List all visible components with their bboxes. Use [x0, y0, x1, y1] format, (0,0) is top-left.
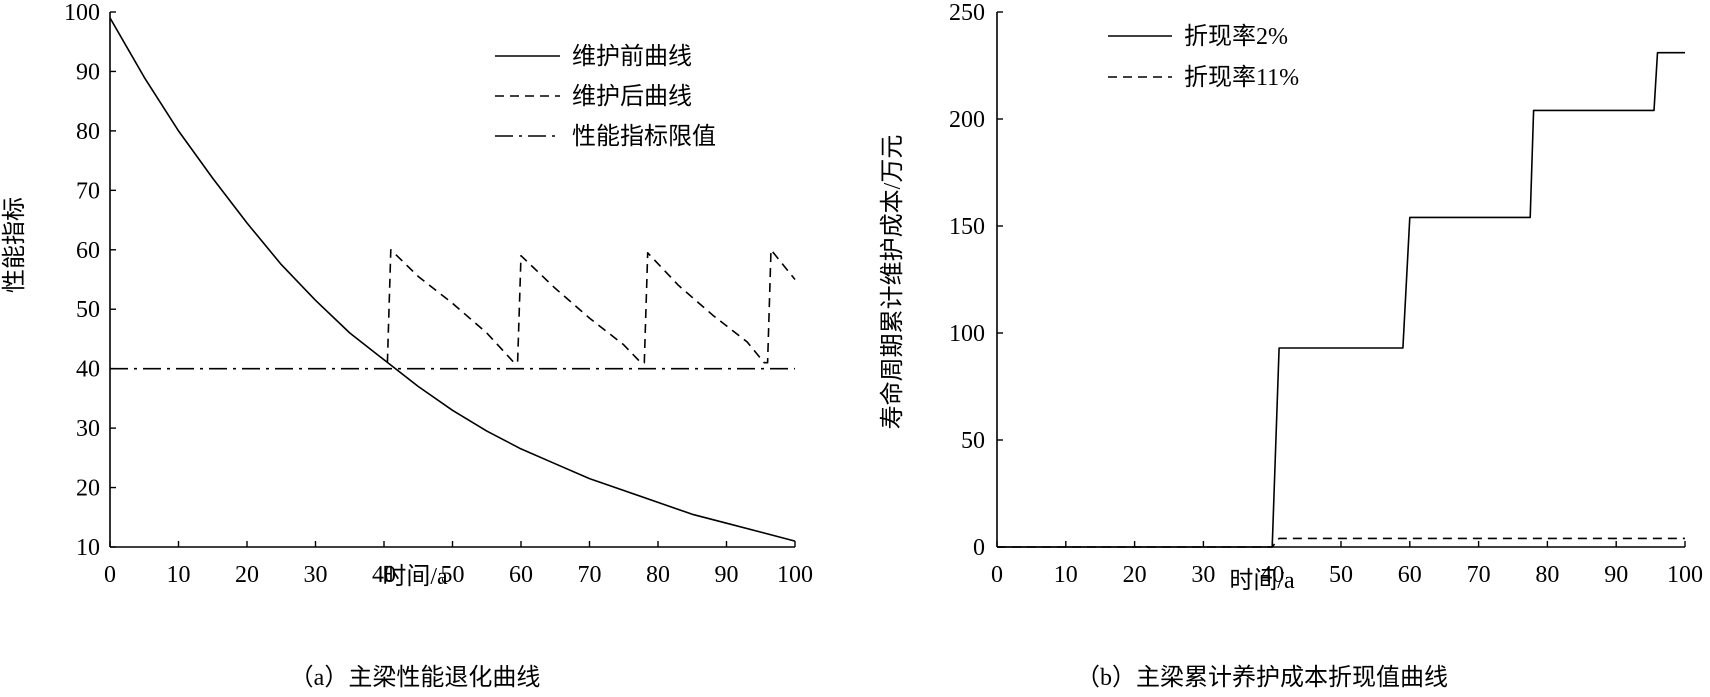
- performance-x-tick-label: 50: [441, 562, 465, 588]
- performance-x-tick-label: 20: [235, 562, 259, 588]
- cost-legend-label: 折现率2%: [1184, 23, 1288, 50]
- cost-x-tick-label: 70: [1467, 562, 1491, 588]
- cost-x-tick-label: 10: [1054, 562, 1078, 588]
- performance-y-tick-label: 100: [64, 0, 100, 26]
- performance-x-tick-label: 100: [777, 562, 813, 588]
- cost-y-tick-label: 150: [949, 214, 985, 240]
- performance-x-tick-label: 40: [372, 562, 396, 588]
- performance-x-tick-label: 80: [646, 562, 670, 588]
- cost-lines: [997, 51, 1685, 548]
- cost-legend: 折现率2% 折现率11%: [1108, 23, 1299, 91]
- cost-y-axis-title: 寿命周期累计维护成本/万元: [879, 135, 906, 430]
- performance-y-tick-label: 50: [76, 297, 100, 323]
- performance-legend-label: 维护后曲线: [572, 83, 692, 110]
- cost-caption: （b）主梁累计养护成本折现值曲线: [1076, 664, 1448, 691]
- performance-y-tick-label: 90: [76, 59, 100, 85]
- performance-y-tick-label: 20: [76, 476, 100, 502]
- cost-x-tick-label: 90: [1604, 562, 1628, 588]
- performance-y-axis-title: 性能指标: [1, 197, 28, 293]
- performance-x-axis-title: 时间/a: [382, 563, 448, 590]
- cost-y-tick-label: 0: [973, 535, 985, 561]
- cost-legend-label: 折现率11%: [1184, 64, 1299, 91]
- cost-y-tick-label: 100: [949, 321, 985, 347]
- cost-x-axis-title: 时间/a: [1229, 567, 1295, 594]
- cost-x-tick-label: 50: [1329, 562, 1353, 588]
- cost-x-tick-label: 100: [1667, 562, 1703, 588]
- performance-y-tick-label: 60: [76, 238, 100, 264]
- performance-lines: [109, 17, 796, 542]
- cost-series-line-0: [997, 51, 1685, 548]
- cost-x-tick-label: 60: [1398, 562, 1422, 588]
- performance-legend-label: 性能指标限值: [572, 123, 716, 150]
- performance-legend-label: 维护前曲线: [572, 43, 692, 70]
- performance-y-tick-label: 80: [76, 119, 100, 145]
- cost-x-tick-label: 30: [1191, 562, 1215, 588]
- performance-y-tick-label: 70: [76, 178, 100, 204]
- performance-x-tick-label: 60: [509, 562, 533, 588]
- performance-x-tick-label: 0: [104, 562, 116, 588]
- cost-chart: 0 10 20 30 40 50 60 70 80 90 100 0 50 100 150 200 250 时间…: [879, 0, 1703, 691]
- cost-ticks: 0 10 20 30 40 50 60 70 80 90 100 0 50 100 150 200 250: [949, 0, 1703, 588]
- cost-y-tick-label: 50: [961, 428, 985, 454]
- performance-axes: [109, 12, 795, 548]
- cost-x-tick-label: 20: [1123, 562, 1147, 588]
- performance-y-tick-label: 40: [76, 357, 100, 383]
- cost-x-tick-label: 0: [991, 562, 1003, 588]
- performance-x-tick-label: 70: [578, 562, 602, 588]
- cost-x-tick-label: 40: [1260, 562, 1284, 588]
- performance-x-tick-label: 90: [715, 562, 739, 588]
- cost-y-tick-label: 200: [949, 107, 985, 133]
- performance-caption: （a）主梁性能退化曲线: [290, 664, 541, 691]
- performance-x-tick-label: 10: [167, 562, 191, 588]
- cost-y-tick-label: 250: [949, 0, 985, 26]
- cost-x-tick-label: 80: [1535, 562, 1559, 588]
- performance-series-line-0: [109, 17, 796, 542]
- performance-x-tick-label: 30: [304, 562, 328, 588]
- performance-y-tick-label: 30: [76, 416, 100, 442]
- performance-chart: 0 10 20 30 40 50 60 70 80 90 100102030405060708090…: [1, 0, 813, 691]
- performance-series-line-1: [386, 249, 796, 364]
- performance-ticks: 0 10 20 30 40 50 60 70 80 90 100102030405060708090…: [64, 0, 813, 588]
- performance-y-tick-label: 10: [76, 535, 100, 561]
- cost-axes: [996, 12, 1685, 548]
